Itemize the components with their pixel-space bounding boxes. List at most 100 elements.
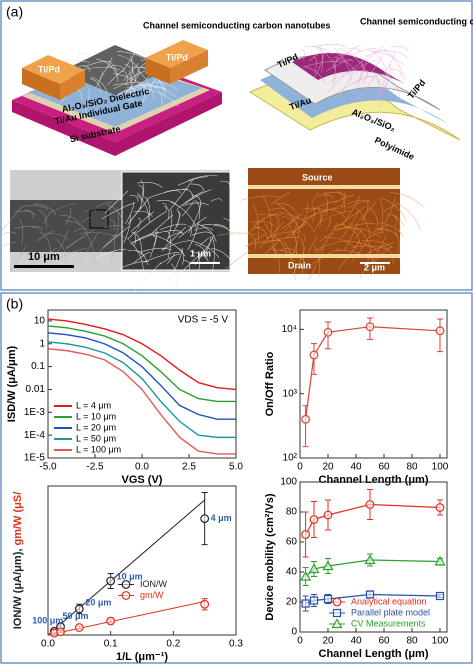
nanotube — [148, 214, 174, 237]
nanotube — [144, 88, 179, 107]
nanotube — [269, 207, 287, 212]
nanotube — [122, 70, 128, 86]
point-label: 100 μm — [32, 616, 63, 626]
nanotube — [141, 87, 145, 104]
nanotube — [171, 263, 177, 290]
nanotube — [333, 206, 365, 231]
nanotube — [311, 205, 316, 223]
nanotube — [165, 230, 185, 235]
x-tick-label: 0.0 — [41, 639, 55, 650]
nanotube — [284, 223, 306, 239]
x-axis-label: Channel Length (μm) — [319, 648, 429, 660]
y-axis-label: Device mobility (cm²/Vs) — [264, 493, 276, 620]
marker — [365, 500, 375, 509]
nanotube — [128, 70, 132, 102]
y-axis-label: ISD/W (μA/μm) — [6, 345, 18, 422]
sem-image: 10 μm 1 μm — [0, 170, 241, 291]
zoom-box — [89, 209, 109, 229]
nanotube — [323, 192, 329, 217]
nanotube — [336, 45, 360, 62]
nanotube — [348, 227, 361, 247]
nanotube — [374, 228, 389, 233]
nanotube — [187, 221, 199, 251]
marker — [301, 414, 311, 424]
point-label: 50 μm — [63, 611, 89, 621]
series-line — [47, 318, 237, 391]
nanotube — [178, 216, 207, 239]
nanotube — [333, 195, 355, 204]
nanotube — [311, 191, 319, 203]
y-tick-label: 1E-4 — [24, 430, 46, 441]
nanotube — [113, 83, 130, 90]
legend-label: L = 20 μm — [76, 422, 116, 432]
scale-label: 2 μm — [364, 262, 385, 272]
legend-label: gm/W — [140, 590, 164, 600]
nanotube — [274, 202, 301, 233]
x-tick-label: 60 — [378, 636, 390, 647]
x-tick-label: 0.0 — [135, 462, 149, 473]
series-line — [47, 341, 236, 439]
scale-bar — [14, 265, 74, 268]
label: Ti/Pd — [166, 52, 188, 62]
nanotube — [376, 50, 408, 58]
nanotube — [107, 70, 123, 85]
nanotube — [54, 248, 87, 261]
legend-label: Parallel plate model — [351, 607, 430, 617]
marker — [301, 530, 311, 539]
nanotube — [182, 189, 194, 198]
nanotube — [249, 221, 275, 227]
scale-bar — [190, 262, 220, 264]
nanotube — [24, 209, 34, 219]
legend-label: ION/W — [140, 579, 168, 589]
nanotube — [354, 206, 371, 239]
x-tick-label: 100 — [432, 636, 449, 647]
nanotube — [332, 224, 347, 228]
nanotube — [183, 260, 190, 270]
nanotube — [217, 232, 258, 236]
x-tick-label: 0 — [297, 462, 303, 473]
nanotube — [79, 232, 118, 238]
nanotube — [332, 51, 339, 68]
legend-label: CV Measurements — [351, 618, 426, 628]
nanotube — [361, 201, 369, 223]
sem-channel — [10, 200, 122, 252]
nanotube — [300, 207, 338, 221]
x-tick-label: 80 — [406, 462, 418, 473]
plot-frame — [47, 485, 237, 636]
nanotube — [104, 190, 129, 214]
y-tick-label: 10⁴ — [282, 324, 297, 335]
marker — [435, 591, 445, 601]
nanotube — [220, 180, 231, 188]
nanotube — [341, 196, 360, 226]
electrode — [145, 58, 170, 84]
series-line — [47, 325, 236, 403]
nanotube — [79, 52, 90, 58]
nanotube — [276, 203, 296, 212]
nanotube — [123, 214, 131, 244]
nanotube — [31, 226, 43, 231]
nanotube — [161, 240, 188, 251]
nanotube — [251, 216, 266, 230]
nanotube — [90, 76, 108, 94]
nanotube — [140, 179, 145, 202]
nanotube — [317, 208, 322, 228]
nanotube — [332, 59, 336, 85]
y-tick-label: 20 — [286, 597, 298, 608]
nanotube — [394, 230, 400, 257]
nanotube — [186, 239, 220, 258]
nanotube — [390, 192, 424, 208]
flexible-device: Channel semiconducting carbon nanotubes … — [248, 16, 473, 162]
nanotube — [133, 231, 142, 255]
nanotube — [288, 225, 298, 256]
nanotube — [200, 238, 209, 246]
nanotube — [113, 234, 133, 245]
marker — [364, 554, 376, 565]
nanotube — [327, 73, 345, 93]
nanotube — [343, 227, 381, 238]
nanotube — [259, 221, 285, 248]
nanotube — [329, 76, 339, 84]
nanotube — [367, 46, 383, 60]
fit-line — [47, 499, 205, 636]
nanotube — [351, 238, 369, 262]
nanotube — [166, 232, 182, 239]
